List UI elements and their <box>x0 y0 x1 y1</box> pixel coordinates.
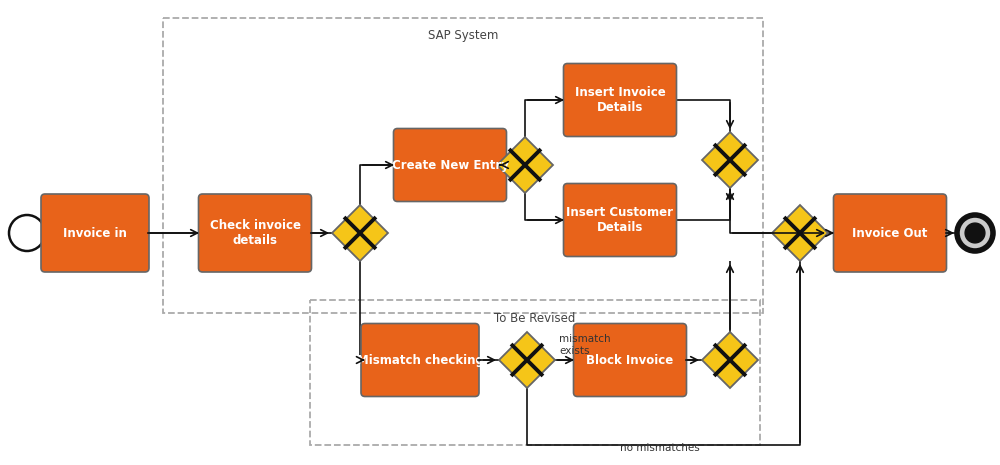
Text: Create New Entry: Create New Entry <box>392 159 508 172</box>
Polygon shape <box>499 332 555 388</box>
Polygon shape <box>497 137 553 193</box>
Text: Invoice Out: Invoice Out <box>852 226 928 239</box>
FancyBboxPatch shape <box>564 64 676 137</box>
FancyBboxPatch shape <box>564 184 676 257</box>
Polygon shape <box>702 332 758 388</box>
Polygon shape <box>702 132 758 188</box>
Text: Block Invoice: Block Invoice <box>586 353 674 366</box>
Text: Insert Invoice
Details: Insert Invoice Details <box>575 86 665 114</box>
FancyBboxPatch shape <box>198 194 312 272</box>
Text: To Be Revised: To Be Revised <box>494 312 576 325</box>
FancyBboxPatch shape <box>361 324 479 397</box>
Text: no mismatches: no mismatches <box>620 443 700 453</box>
FancyBboxPatch shape <box>394 128 507 201</box>
Text: mismatch
exists: mismatch exists <box>559 334 611 356</box>
Text: SAP System: SAP System <box>428 29 498 42</box>
FancyBboxPatch shape <box>41 194 149 272</box>
FancyBboxPatch shape <box>574 324 686 397</box>
Text: Mismatch checking: Mismatch checking <box>357 353 483 366</box>
Bar <box>310 300 760 445</box>
Polygon shape <box>332 205 388 261</box>
Circle shape <box>965 223 985 243</box>
Text: Insert Customer
Details: Insert Customer Details <box>566 206 674 234</box>
Circle shape <box>957 215 993 251</box>
FancyBboxPatch shape <box>834 194 946 272</box>
Text: Check invoice
details: Check invoice details <box>210 219 300 247</box>
Text: Invoice in: Invoice in <box>63 226 127 239</box>
Bar <box>163 18 763 313</box>
Polygon shape <box>772 205 828 261</box>
